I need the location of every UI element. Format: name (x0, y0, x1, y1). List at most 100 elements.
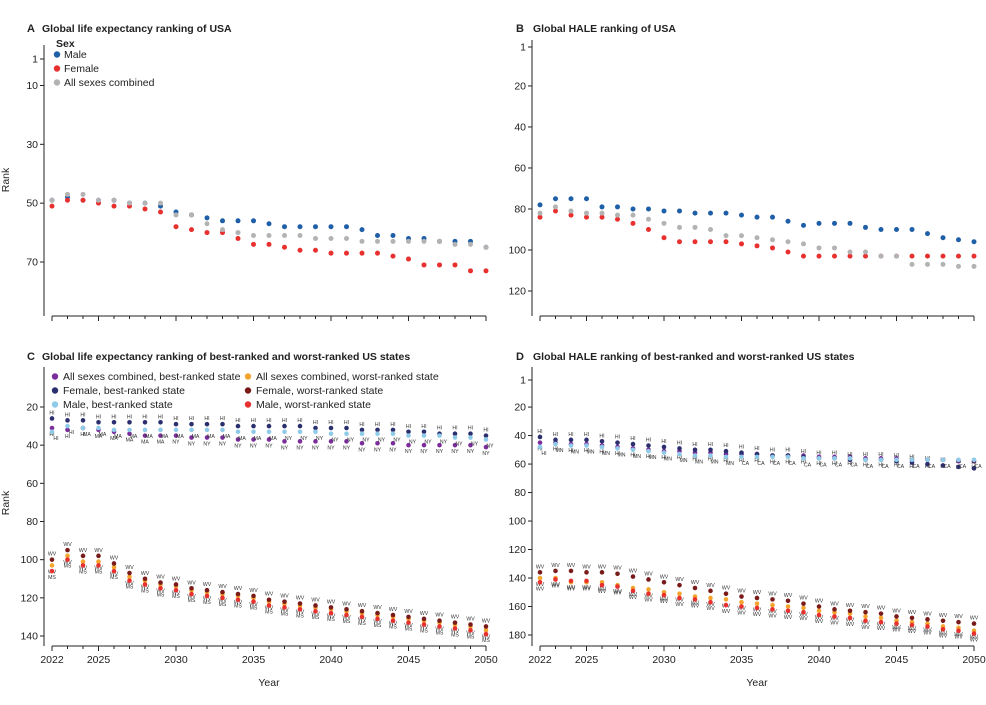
state-label: HI (297, 418, 302, 424)
data-point (421, 616, 427, 622)
data-point (452, 241, 458, 247)
state-label: HI (537, 447, 542, 453)
state-label: NY (331, 438, 339, 444)
data-point (661, 579, 667, 585)
state-label: HI (344, 420, 349, 426)
state-label: WV (311, 611, 320, 617)
data-point (553, 441, 558, 447)
state-label: HI (615, 451, 620, 457)
legend-label: Female (64, 63, 99, 75)
data-point (96, 563, 101, 568)
state-label: HI (878, 462, 883, 468)
legend-label: All sexes combined (64, 77, 155, 89)
data-point (537, 202, 543, 208)
state-label: WV (598, 586, 607, 592)
data-point (189, 435, 194, 440)
state-label: WV (660, 596, 669, 602)
data-point (297, 439, 303, 444)
state-label: HI (127, 414, 132, 420)
state-label: NY (424, 440, 432, 446)
data-point (235, 437, 241, 442)
state-label: WV (675, 598, 684, 604)
data-point (468, 241, 473, 247)
state-label: HI (189, 416, 194, 422)
data-point (96, 197, 101, 203)
state-label: HI (646, 438, 651, 444)
state-label: HI (646, 454, 651, 460)
data-point (940, 463, 946, 468)
state-label: HI (80, 412, 85, 418)
state-label: HI (437, 426, 442, 432)
panel-letter: A (27, 23, 35, 35)
data-point (452, 620, 458, 625)
panel-D: D Global HALE ranking of best-ranked and … (508, 351, 985, 689)
data-point (692, 447, 698, 453)
data-point (615, 440, 620, 445)
data-point (266, 597, 272, 603)
y-tick-label: 50 (26, 198, 38, 210)
data-point (220, 218, 225, 224)
data-point (49, 203, 55, 209)
data-point (328, 439, 334, 444)
state-label: MS (110, 575, 118, 581)
data-point (406, 429, 411, 435)
data-point (344, 431, 349, 437)
data-point (483, 444, 489, 450)
x-tick-label: 2035 (730, 654, 754, 666)
state-label: HI (599, 433, 604, 439)
state-label: HI (739, 445, 744, 451)
state-label: CA (959, 464, 967, 470)
x-tick-label: 2050 (474, 654, 498, 666)
state-label: WV (892, 628, 901, 634)
state-label: HI (770, 460, 775, 466)
y-tick-label: 1 (32, 54, 38, 66)
data-point (615, 212, 620, 218)
data-point (537, 214, 543, 220)
x-tick-label: 2030 (652, 654, 676, 666)
data-point (282, 429, 287, 435)
state-label: WV (706, 602, 715, 608)
data-point (971, 631, 977, 636)
data-point (282, 233, 287, 239)
data-point (390, 431, 396, 437)
data-point (96, 425, 101, 431)
data-point (599, 210, 605, 216)
data-point (553, 568, 558, 574)
state-label: HI (220, 416, 225, 422)
state-label: WV (172, 576, 181, 582)
series-all-sexes-combined (49, 191, 489, 250)
state-label: HI (708, 457, 713, 463)
data-point (127, 578, 132, 583)
data-point (754, 454, 760, 460)
data-point (894, 457, 899, 463)
data-point (173, 421, 179, 427)
state-label: WV (203, 596, 212, 602)
state-label: WV (923, 628, 932, 634)
data-point (739, 241, 744, 247)
state-label: NY (467, 449, 475, 455)
state-label: WV (536, 564, 545, 570)
data-point (344, 439, 349, 444)
state-label: WV (373, 619, 382, 625)
data-point (708, 599, 713, 605)
data-point (452, 442, 458, 448)
legend-title: Sex (56, 38, 75, 50)
legend-marker (51, 373, 59, 380)
data-point (785, 604, 791, 609)
state-label: WV (613, 566, 622, 572)
data-point (568, 196, 574, 202)
state-label: WV (420, 625, 429, 631)
state-label: WV (265, 592, 274, 598)
x-tick-label: 2045 (885, 654, 909, 666)
state-label: MA (269, 436, 277, 442)
data-point (863, 618, 868, 624)
state-label: MA (254, 436, 262, 442)
state-label: WV (768, 591, 777, 597)
state-label: WV (451, 629, 460, 635)
data-point (65, 423, 70, 429)
data-point (158, 209, 163, 215)
data-point (344, 425, 349, 431)
state-label: CA (850, 462, 858, 468)
state-label: MS (79, 569, 87, 575)
